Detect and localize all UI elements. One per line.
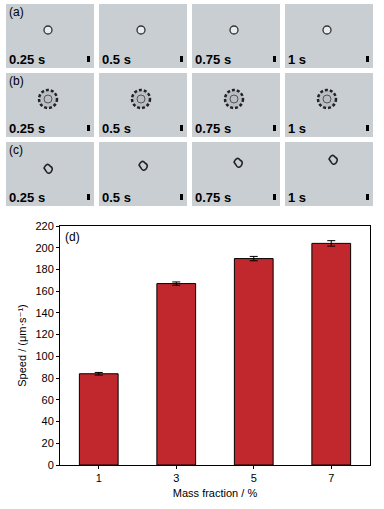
svg-text:20: 20: [42, 437, 54, 449]
svg-text:180: 180: [35, 263, 53, 275]
html-text:0.5 s: 0.5 s: [102, 52, 131, 67]
html-text:1 s: 1 s: [288, 121, 307, 136]
svg-text:60: 60: [42, 394, 54, 406]
html-text:0.5 s: 0.5 s: [102, 190, 131, 205]
svg-text:Mass fraction / %: Mass fraction / %: [173, 487, 258, 499]
svg-text:80: 80: [42, 372, 54, 384]
svg-text:200: 200: [35, 242, 53, 254]
html-text:1 s: 1 s: [288, 190, 307, 205]
html-text:0.25 s: 0.25 s: [9, 121, 46, 136]
svg-text:(d): (d): [65, 230, 80, 244]
html-text:(c): (c): [9, 143, 23, 157]
svg-text:100: 100: [35, 350, 53, 362]
svg-text:3: 3: [173, 472, 179, 484]
html-text:0.25 s: 0.25 s: [9, 52, 46, 67]
html-text:0.75 s: 0.75 s: [195, 190, 232, 205]
svg-text:140: 140: [35, 307, 53, 319]
svg-text:220: 220: [35, 220, 53, 232]
html-text:(b): (b): [9, 74, 24, 88]
html-text:0.75 s: 0.75 s: [195, 121, 232, 136]
svg-text:40: 40: [42, 415, 54, 427]
svg-text:0: 0: [48, 459, 54, 471]
svg-text:5: 5: [251, 472, 257, 484]
html-text:0.75 s: 0.75 s: [195, 52, 232, 67]
svg-text:160: 160: [35, 285, 53, 297]
svg-text:Speed / (μm·s⁻¹): Speed / (μm·s⁻¹): [16, 304, 28, 386]
svg-text:120: 120: [35, 328, 53, 340]
svg-text:1: 1: [96, 472, 102, 484]
html-text:0.5 s: 0.5 s: [102, 121, 131, 136]
svg-text:7: 7: [328, 472, 334, 484]
html-text:(a): (a): [9, 5, 24, 19]
html-text:0.25 s: 0.25 s: [9, 190, 46, 205]
html-text:1 s: 1 s: [288, 52, 307, 67]
